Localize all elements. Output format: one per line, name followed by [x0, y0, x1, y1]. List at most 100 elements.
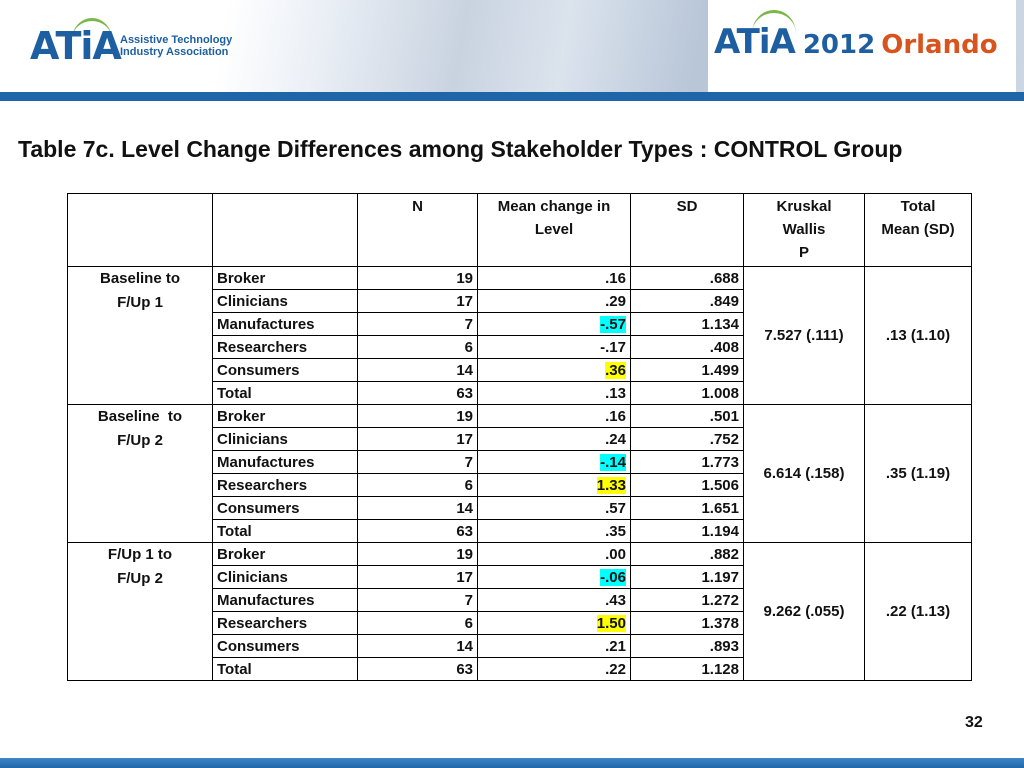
table-row: Clinicians 17 .29 .849	[68, 289, 972, 313]
table-row: Consumers 14 .57 1.651	[68, 496, 972, 520]
mean-value: .36	[477, 358, 631, 382]
conference-logo-year: 2012	[802, 30, 876, 60]
sd-value: 1.128	[630, 657, 744, 681]
header-empty-1	[67, 193, 213, 267]
kruskal-wallis-value: 7.527 (.111)	[743, 266, 865, 405]
stakeholder-type: Clinicians	[212, 565, 358, 589]
stakeholder-type: Clinicians	[212, 427, 358, 451]
table-row: Baseline to F/Up 2 Broker 19 .16 .501 6.6…	[67, 404, 972, 543]
n-value: 6	[357, 611, 478, 635]
header-rule	[0, 92, 1024, 101]
n-value: 63	[357, 657, 478, 681]
total-mean-value: .22 (1.13)	[864, 542, 972, 681]
stakeholder-type: Manufactures	[212, 450, 358, 474]
n-value: 63	[357, 519, 478, 543]
table-row: Total 63 .22 1.128	[68, 657, 972, 681]
sd-value: 1.378	[630, 611, 744, 635]
conference-logo-arc-icon	[752, 10, 796, 57]
n-value: 14	[357, 634, 478, 658]
stakeholder-type: Researchers	[212, 335, 358, 359]
kruskal-wallis-value: 6.614 (.158)	[743, 404, 865, 543]
stakeholder-type: Consumers	[212, 358, 358, 382]
mean-value: .16	[477, 404, 631, 428]
highlighted-mean: 1.50	[596, 614, 626, 632]
table-row: Baseline to F/Up 1 Broker 19 .16 .688 7.5…	[67, 266, 972, 405]
mean-value: .29	[477, 289, 631, 313]
conference-logo-text: ATiA 2012 Orlando	[714, 22, 998, 62]
n-value: 6	[357, 335, 478, 359]
header-sd: SD	[630, 193, 744, 267]
stakeholder-type: Broker	[212, 266, 358, 290]
results-table: N Mean change in Level SD Kruskal Wallis P …	[67, 193, 972, 681]
mean-value: 1.50	[477, 611, 631, 635]
sd-value: 1.272	[630, 588, 744, 612]
stakeholder-type: Broker	[212, 404, 358, 428]
stakeholder-type: Total	[212, 657, 358, 681]
sd-value: .849	[630, 289, 744, 313]
highlighted-mean: -.14	[600, 453, 626, 471]
table-row: Manufactures 7 -.14 1.773	[68, 450, 972, 474]
sd-value: .408	[630, 335, 744, 359]
sd-value: 1.008	[630, 381, 744, 405]
mean-value: .13	[477, 381, 631, 405]
conference-logo: ATiA 2012 Orlando	[708, 0, 1016, 94]
n-value: 7	[357, 312, 478, 336]
n-value: 14	[357, 358, 478, 382]
table-row: Researchers 6 -.17 .408	[68, 335, 972, 359]
highlighted-mean: -.06	[600, 568, 626, 586]
n-value: 7	[357, 450, 478, 474]
mean-value: .21	[477, 634, 631, 658]
n-value: 19	[357, 404, 478, 428]
group-label: F/Up 1 to F/Up 2	[67, 542, 213, 681]
logo-line-1: Assistive Technology	[120, 34, 233, 46]
header-mean: Mean change in Level	[477, 193, 631, 267]
n-value: 6	[357, 473, 478, 497]
footer-rule	[0, 758, 1024, 768]
n-value: 17	[357, 565, 478, 589]
sd-value: 1.134	[630, 312, 744, 336]
stakeholder-type: Total	[212, 519, 358, 543]
total-mean-value: .35 (1.19)	[864, 404, 972, 543]
stakeholder-type: Manufactures	[212, 312, 358, 336]
n-value: 17	[357, 427, 478, 451]
conference-logo-brand: ATiA	[714, 22, 796, 62]
sd-value: .501	[630, 404, 744, 428]
table-row: F/Up 1 to F/Up 2 Broker 19 .00 .882 9.262…	[67, 542, 972, 681]
highlighted-mean: 1.33	[596, 476, 626, 494]
header-n: N	[357, 193, 478, 267]
stakeholder-type: Consumers	[212, 634, 358, 658]
highlighted-mean: .36	[605, 361, 626, 379]
stakeholder-type: Total	[212, 381, 358, 405]
kruskal-wallis-value: 9.262 (.055)	[743, 542, 865, 681]
mean-value: -.06	[477, 565, 631, 589]
table-row: Clinicians 17 .24 .752	[68, 427, 972, 451]
table-row: Total 63 .35 1.194	[68, 519, 972, 543]
mean-value: 1.33	[477, 473, 631, 497]
header-total-mean: Total Mean (SD)	[864, 193, 972, 267]
page-number: 32	[965, 714, 983, 731]
mean-value: -.17	[477, 335, 631, 359]
stakeholder-type: Manufactures	[212, 588, 358, 612]
table-row: Manufactures 7 .43 1.272	[68, 588, 972, 612]
logo-line-2: Industry Association	[120, 46, 229, 58]
mean-value: .00	[477, 542, 631, 566]
sd-value: .893	[630, 634, 744, 658]
mean-value: .35	[477, 519, 631, 543]
mean-value: .24	[477, 427, 631, 451]
n-value: 17	[357, 289, 478, 313]
sd-value: .688	[630, 266, 744, 290]
atia-logo: ATiA Assistive Technology Industry Assoc…	[30, 16, 240, 76]
table-row: Researchers 6 1.33 1.506	[68, 473, 972, 497]
mean-value: .16	[477, 266, 631, 290]
stakeholder-type: Broker	[212, 542, 358, 566]
mean-value: -.14	[477, 450, 631, 474]
n-value: 19	[357, 542, 478, 566]
n-value: 14	[357, 496, 478, 520]
sd-value: .882	[630, 542, 744, 566]
mean-value: .22	[477, 657, 631, 681]
stakeholder-type: Consumers	[212, 496, 358, 520]
group-label: Baseline to F/Up 1	[67, 266, 213, 405]
sd-value: 1.651	[630, 496, 744, 520]
total-mean-value: .13 (1.10)	[864, 266, 972, 405]
mean-value: .57	[477, 496, 631, 520]
